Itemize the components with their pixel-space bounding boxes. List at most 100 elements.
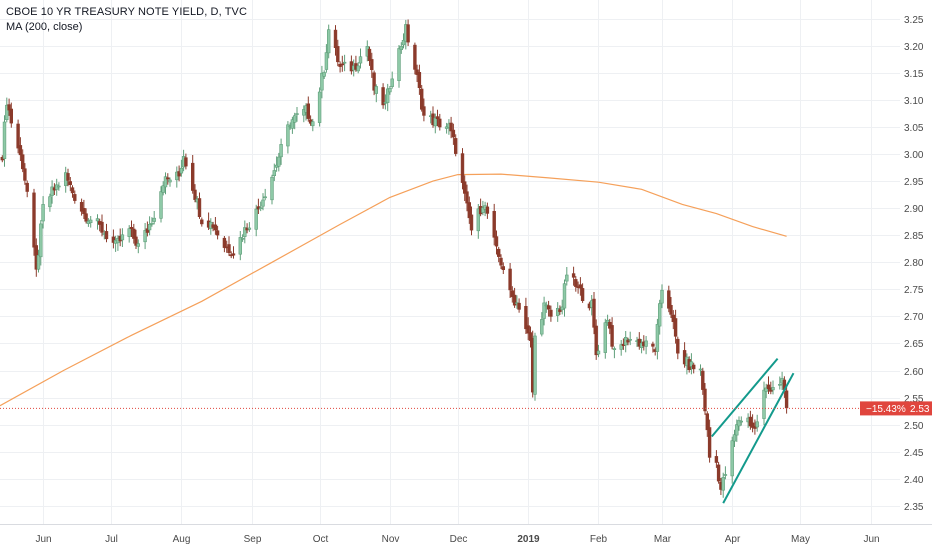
candle (50, 180, 54, 204)
candle-body (580, 288, 585, 301)
candle-body (374, 86, 378, 94)
candle (145, 221, 150, 237)
candle-body (240, 238, 245, 240)
candle (356, 62, 360, 74)
y-tick-label: 3.15 (904, 69, 924, 80)
candle (134, 229, 138, 249)
candle-body (390, 78, 394, 87)
candle-body (132, 228, 136, 239)
candle (279, 138, 283, 165)
candle-body (82, 208, 86, 215)
candle (433, 113, 437, 134)
candle (422, 98, 426, 122)
candle-body (555, 307, 560, 316)
candle-body (422, 106, 426, 116)
candle-body (619, 344, 623, 350)
candle (476, 204, 480, 239)
x-tick-label: Sep (244, 534, 262, 545)
y-tick-label: 2.90 (904, 204, 924, 215)
candle (562, 279, 567, 317)
candle-body (70, 187, 75, 194)
candle (555, 302, 560, 322)
y-tick-label: 2.55 (904, 394, 924, 405)
candle (25, 180, 29, 198)
candle-body (166, 177, 170, 180)
candle (277, 152, 281, 172)
candle-body (449, 122, 453, 132)
candle-body (571, 273, 576, 278)
candle (150, 217, 154, 227)
candle-body (143, 230, 147, 243)
candle-body (732, 434, 737, 442)
x-axis[interactable]: Jun Jul Aug Sep Oct Nov Dec 2019 Feb Mar Apr May Jun (35, 534, 879, 545)
candle (524, 297, 528, 334)
candle (388, 86, 392, 95)
candle-body (438, 118, 442, 128)
candle (370, 52, 374, 78)
candle (127, 225, 131, 243)
candle-body (279, 144, 283, 158)
candle-body (778, 383, 782, 386)
candle (23, 163, 27, 185)
candle-body (100, 221, 104, 233)
candle-body (669, 304, 673, 315)
x-tick-label: Oct (313, 534, 329, 545)
candle-body (660, 289, 664, 304)
x-tick-label: Feb (590, 534, 608, 545)
candle (413, 42, 417, 75)
candle (438, 113, 442, 131)
candle-body (270, 176, 274, 201)
candle (381, 83, 385, 109)
candle-body (292, 115, 297, 123)
candle (342, 54, 347, 72)
candle (496, 246, 501, 263)
candle-body (735, 424, 739, 436)
candle-body (322, 72, 326, 77)
candle (143, 223, 147, 250)
y-tick-label: 3.25 (904, 15, 924, 26)
candle (596, 344, 601, 358)
candle-body (342, 61, 347, 64)
candle (66, 168, 70, 187)
candle-body (766, 384, 771, 389)
candle-body (16, 123, 20, 149)
candle-body (95, 218, 100, 222)
candle-body (333, 29, 338, 49)
candle-body (612, 348, 617, 351)
candle (324, 44, 329, 73)
candle-body (231, 253, 236, 256)
candle (517, 298, 521, 313)
candle-body (565, 274, 569, 282)
candle (689, 353, 694, 375)
candle-body (277, 156, 281, 167)
candle (580, 283, 585, 303)
candle (7, 98, 11, 116)
candle (89, 216, 93, 228)
candle-body (494, 236, 499, 247)
candle-body (401, 39, 406, 46)
candle (152, 211, 156, 225)
candle-body (610, 325, 614, 347)
candle (16, 119, 20, 154)
x-tick-label: Jun (35, 534, 51, 545)
candle (254, 204, 258, 237)
candle-body (673, 318, 678, 337)
candle-body (460, 153, 465, 183)
candle (750, 414, 755, 433)
candle (406, 19, 410, 46)
candle-body (592, 298, 596, 328)
candle (716, 461, 721, 484)
candle (737, 416, 741, 431)
candle-body (36, 255, 41, 270)
candle-body (372, 72, 376, 91)
candle-body (317, 91, 322, 123)
candle (701, 367, 705, 395)
candle-body (145, 228, 150, 233)
y-axis[interactable]: 3.25 3.20 3.15 3.10 3.05 3.00 2.95 2.90 2.85 2.80… (904, 15, 924, 513)
candle (9, 102, 13, 128)
candle (594, 319, 598, 360)
candle (660, 284, 664, 309)
candle (200, 217, 204, 227)
candle (290, 116, 295, 134)
